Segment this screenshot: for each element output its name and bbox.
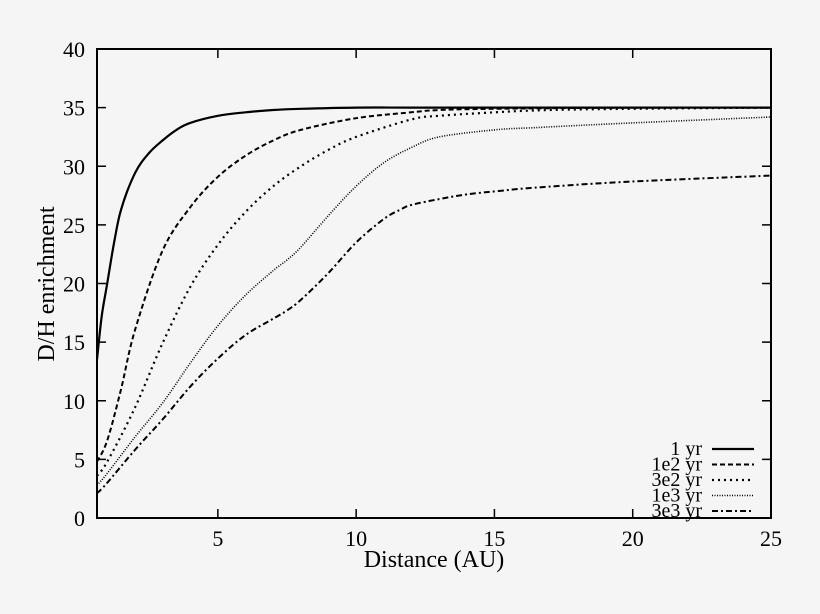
series-line-1-yr: [97, 106, 771, 360]
x-axis-label: Distance (AU): [364, 547, 505, 573]
y-tick-label: 30: [63, 154, 85, 179]
y-tick-label: 20: [63, 272, 85, 297]
y-tick-label: 5: [74, 447, 85, 472]
y-tick-label: 25: [63, 213, 85, 238]
legend-label: 1e3 yr: [651, 485, 702, 507]
series-line-1e2-yr: [97, 106, 771, 463]
y-tick-label: 40: [63, 37, 85, 62]
legend-label: 1e2 yr: [651, 454, 702, 476]
y-tick-label: 0: [74, 506, 85, 531]
series-line-3e3-yr: [97, 174, 771, 495]
legend-label: 3e2 yr: [651, 469, 702, 491]
axis-ticks: 5 10 15 20 25 0 5 10 15 20 25 30 35 40: [63, 37, 782, 551]
x-tick-label: 15: [483, 526, 505, 551]
series-line-3e2-yr: [97, 106, 771, 477]
legend-label: 3e3 yr: [651, 500, 702, 522]
x-tick-label: 10: [345, 526, 367, 551]
legend-label: 1 yr: [670, 438, 702, 460]
x-tick-label: 5: [212, 526, 223, 551]
x-tick-label: 25: [760, 526, 782, 551]
y-tick-label: 35: [63, 96, 85, 121]
plot-curves: [97, 106, 771, 495]
y-tick-label: 10: [63, 389, 85, 414]
series-line-1e3-yr: [97, 116, 771, 486]
y-tick-label: 15: [63, 330, 85, 355]
y-axis-label: D/H enrichment: [34, 206, 60, 362]
x-tick-label: 20: [622, 526, 644, 551]
